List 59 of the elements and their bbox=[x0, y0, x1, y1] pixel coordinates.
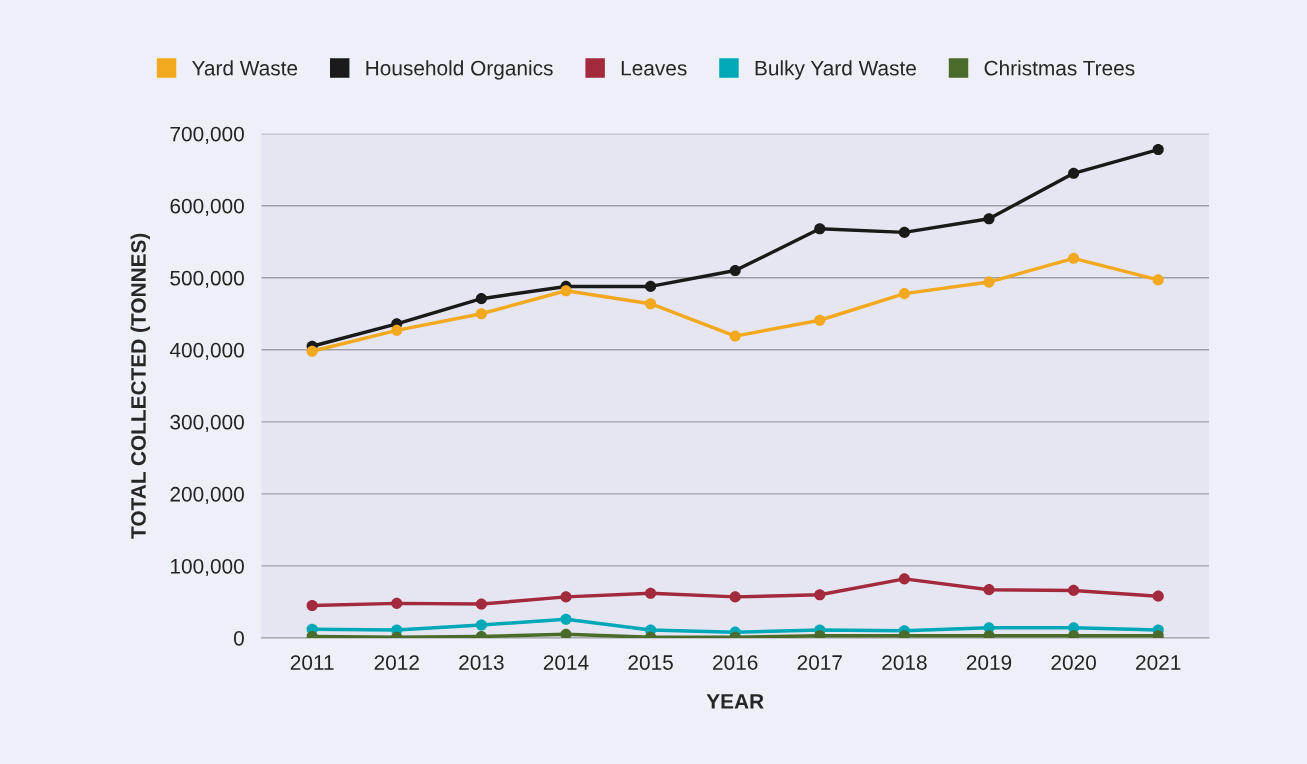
legend-label: Leaves bbox=[621, 61, 687, 76]
point bbox=[391, 597, 403, 609]
x-tick-label: 2020 bbox=[1051, 655, 1096, 670]
point bbox=[729, 265, 741, 277]
point bbox=[475, 293, 487, 305]
y-axis-title: TOTAL COLLECTED (TONNES) bbox=[130, 233, 150, 539]
point bbox=[306, 599, 318, 612]
point bbox=[1068, 584, 1080, 596]
point bbox=[729, 591, 741, 603]
x-tick-label: 2014 bbox=[543, 655, 589, 670]
point bbox=[475, 619, 487, 631]
point bbox=[391, 324, 403, 336]
point bbox=[1152, 143, 1164, 156]
point bbox=[475, 308, 487, 320]
point bbox=[729, 330, 741, 342]
x-tick-label: 2019 bbox=[966, 655, 1012, 670]
y-tick-label: 400,000 bbox=[169, 342, 244, 361]
point bbox=[898, 573, 910, 585]
y-tick-label: 0 bbox=[233, 630, 244, 646]
point bbox=[645, 587, 657, 599]
legend-label: Household Organics bbox=[366, 60, 553, 80]
point bbox=[560, 285, 572, 297]
point bbox=[814, 589, 826, 601]
point bbox=[560, 591, 572, 603]
y-tick-label: 600,000 bbox=[170, 198, 244, 216]
x-tick-label: 2015 bbox=[628, 655, 673, 670]
legend-label: Bulky Yard Waste bbox=[755, 60, 916, 80]
point bbox=[1068, 252, 1080, 264]
legend-label: Christmas Trees bbox=[984, 60, 1135, 76]
x-tick-label: 2017 bbox=[797, 655, 842, 670]
point bbox=[983, 584, 995, 596]
y-tick-label: 200,000 bbox=[170, 486, 244, 505]
point bbox=[814, 223, 826, 235]
y-tick-label: 500,000 bbox=[170, 270, 244, 288]
point bbox=[1152, 274, 1164, 286]
point bbox=[560, 613, 572, 625]
y-tick-label: 100,000 bbox=[171, 558, 244, 577]
x-tick-label: 2013 bbox=[459, 655, 504, 670]
x-axis-title: YEAR bbox=[706, 694, 764, 709]
point bbox=[814, 314, 826, 326]
point bbox=[560, 628, 572, 638]
legend-label: Yard Waste bbox=[191, 60, 298, 76]
point bbox=[645, 280, 657, 292]
point bbox=[645, 298, 657, 310]
x-tick-label: 2012 bbox=[374, 655, 419, 670]
point bbox=[898, 288, 910, 300]
point bbox=[306, 345, 318, 357]
point bbox=[983, 276, 995, 288]
y-tick-label: 700,000 bbox=[170, 126, 244, 144]
point bbox=[983, 213, 995, 225]
y-tick-label: 300,000 bbox=[170, 414, 244, 433]
point bbox=[475, 598, 487, 610]
x-tick-label: 2018 bbox=[882, 655, 927, 670]
x-tick-label: 2011 bbox=[290, 655, 334, 670]
point bbox=[1152, 590, 1164, 602]
x-tick-label: 2021 bbox=[1136, 655, 1181, 670]
point bbox=[898, 226, 910, 238]
point bbox=[1068, 167, 1080, 179]
x-tick-label: 2016 bbox=[713, 655, 758, 670]
